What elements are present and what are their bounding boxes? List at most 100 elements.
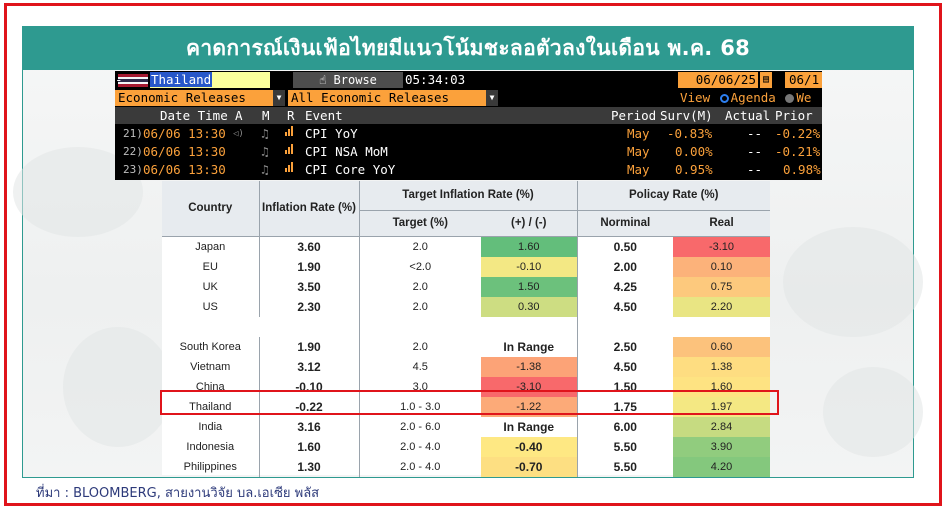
browse-label: Browse: [333, 73, 377, 87]
table-spacer-row: [162, 316, 770, 337]
event-actual: --: [747, 144, 763, 159]
events-header-row: Date Time A M R Event Period Surv(M) Act…: [115, 107, 822, 124]
col-actual[interactable]: Actual: [725, 108, 771, 123]
col-datetime[interactable]: Date Time: [160, 108, 228, 123]
diff-cell-wrap: In Range: [481, 336, 578, 357]
agenda-label[interactable]: Agenda: [730, 90, 776, 105]
row-number: 22): [123, 145, 143, 158]
real-cell-wrap: 4.20: [673, 456, 770, 477]
col-event[interactable]: Event: [305, 108, 343, 123]
col-m[interactable]: M: [262, 108, 270, 123]
diff-cell-wrap: 1.60: [481, 236, 578, 257]
ticker-input[interactable]: Thailand: [150, 72, 270, 88]
diff-cell: In Range: [481, 416, 577, 437]
target-cell: 3.0: [412, 380, 428, 393]
col-prior[interactable]: Prior: [775, 108, 813, 123]
diff-cell-wrap: In Range: [481, 416, 578, 437]
chevron-down-icon[interactable]: ▼: [486, 90, 498, 106]
country-cell: EU: [202, 260, 218, 273]
thailand-flag-icon: [118, 74, 148, 87]
col-r[interactable]: R: [287, 108, 295, 123]
inflation-cell: 2.30: [258, 296, 360, 317]
inflation-cell: 3.50: [258, 276, 360, 297]
event-prior: -0.21%: [775, 144, 821, 159]
bell-icon[interactable]: ♫: [261, 144, 269, 159]
event-row[interactable]: 23) 06/06 13:30 ♫ CPI Core YoY May 0.95%…: [115, 161, 822, 179]
real-cell-wrap: 2.20: [673, 296, 770, 317]
week-label[interactable]: We: [796, 90, 812, 105]
inflation-cell: 3.60: [258, 236, 360, 257]
category-dropdown[interactable]: Economic Releases: [115, 90, 285, 106]
diff-cell: -1.22: [481, 396, 577, 417]
bell-icon[interactable]: ♫: [261, 126, 269, 141]
diff-cell: -0.10: [481, 256, 577, 277]
event-row[interactable]: 22) 06/06 13:30 ♫ CPI NSA MoM May 0.00% …: [115, 143, 822, 161]
bell-icon[interactable]: ♫: [261, 162, 269, 177]
date-separator: -: [115, 72, 123, 87]
event-datetime: 06/06 13:30: [143, 144, 226, 159]
col-alert[interactable]: A: [235, 108, 243, 123]
diff-cell-wrap: 0.30: [481, 296, 578, 317]
diff-cell: 1.50: [481, 276, 577, 297]
event-datetime: 06/06 13:30: [143, 126, 226, 141]
week-radio[interactable]: [785, 94, 795, 103]
calendar-icon[interactable]: ▤: [760, 72, 772, 88]
target-cell: 1.0 - 3.0: [400, 400, 441, 413]
header-inflation-rate: Inflation Rate (%): [259, 181, 360, 237]
diff-cell: -0.70: [481, 456, 577, 477]
diff-cell: -0.40: [481, 436, 577, 457]
inflation-cell: 3.16: [258, 416, 360, 437]
real-cell-wrap: 0.60: [673, 336, 770, 357]
header-country: Country: [162, 181, 260, 237]
table-row: Thailand -0.22 1.0 - 3.0 -1.22 1.75 1.97: [162, 396, 770, 417]
header-nominal: Norminal: [577, 210, 673, 237]
target-cell: <2.0: [409, 260, 432, 273]
table-row: Indonesia 1.60 2.0 - 4.0 -0.40 5.50 3.90: [162, 436, 770, 457]
start-date-input[interactable]: 06/06/25: [678, 72, 758, 88]
header-diff: (+) / (-): [481, 210, 578, 237]
inflation-cell: 1.90: [258, 256, 360, 277]
page-title: คาดการณ์เงินเฟ้อไทยมีแนวโน้มชะลอตัวลงในเ…: [22, 27, 914, 70]
col-period[interactable]: Period: [611, 108, 657, 123]
table-body: Japan 3.60 2.0 1.60 0.50 -3.10 EU 1.90 <2.0 -0.10…: [162, 236, 770, 477]
row-number: 23): [123, 163, 143, 176]
real-cell-wrap: 2.84: [673, 416, 770, 437]
end-date-input[interactable]: 06/1: [785, 72, 822, 88]
bloomberg-terminal: Thailand ☝ Browse 05:34:03 06/06/25 ▤ - …: [115, 71, 822, 180]
real-cell-wrap: 1.38: [673, 356, 770, 377]
real-cell: 2.84: [673, 416, 770, 437]
diff-cell: In Range: [481, 336, 577, 357]
browse-button[interactable]: ☝ Browse: [293, 72, 403, 88]
event-survey: -0.83%: [667, 126, 713, 141]
chevron-down-icon[interactable]: ▼: [273, 90, 285, 106]
header-policy-rate: Policay Rate (%): [577, 181, 770, 211]
table-row: Philippines 1.30 2.0 - 4.0 -0.70 5.50 4.20: [162, 456, 770, 477]
nominal-cell: 2.50: [613, 339, 637, 354]
country-cell: Vietnam: [190, 360, 231, 373]
nominal-cell: 5.50: [613, 439, 637, 454]
inflation-policy-table: Country Inflation Rate (%) Target Inflat…: [162, 181, 770, 477]
country-cell: US: [202, 300, 218, 313]
real-cell: 0.10: [673, 256, 770, 277]
row-number: 21): [123, 127, 143, 140]
speaker-icon[interactable]: ◁): [233, 129, 244, 139]
nominal-cell: 1.75: [613, 399, 637, 414]
event-dropdown[interactable]: All Economic Releases: [288, 90, 498, 106]
real-cell-wrap: 0.75: [673, 276, 770, 297]
event-name: CPI NSA MoM: [305, 144, 388, 159]
clock: 05:34:03: [405, 72, 466, 87]
inflation-cell: 1.90: [258, 336, 360, 357]
target-cell: 2.0: [412, 280, 428, 293]
target-cell: 2.0: [412, 240, 428, 253]
event-row[interactable]: 21) 06/06 13:30 ◁) ♫ CPI YoY May -0.83% …: [115, 125, 822, 143]
col-survey[interactable]: Surv(M): [660, 108, 713, 123]
real-cell: -3.10: [673, 236, 770, 257]
diff-cell-wrap: 1.50: [481, 276, 578, 297]
diff-cell: -1.38: [481, 356, 577, 377]
event-period: May: [627, 126, 650, 141]
event-period: May: [627, 144, 650, 159]
agenda-radio[interactable]: [719, 94, 729, 103]
inflation-cell: 1.30: [258, 456, 360, 477]
diff-cell-wrap: -0.70: [481, 456, 578, 477]
country-cell: UK: [202, 280, 218, 293]
